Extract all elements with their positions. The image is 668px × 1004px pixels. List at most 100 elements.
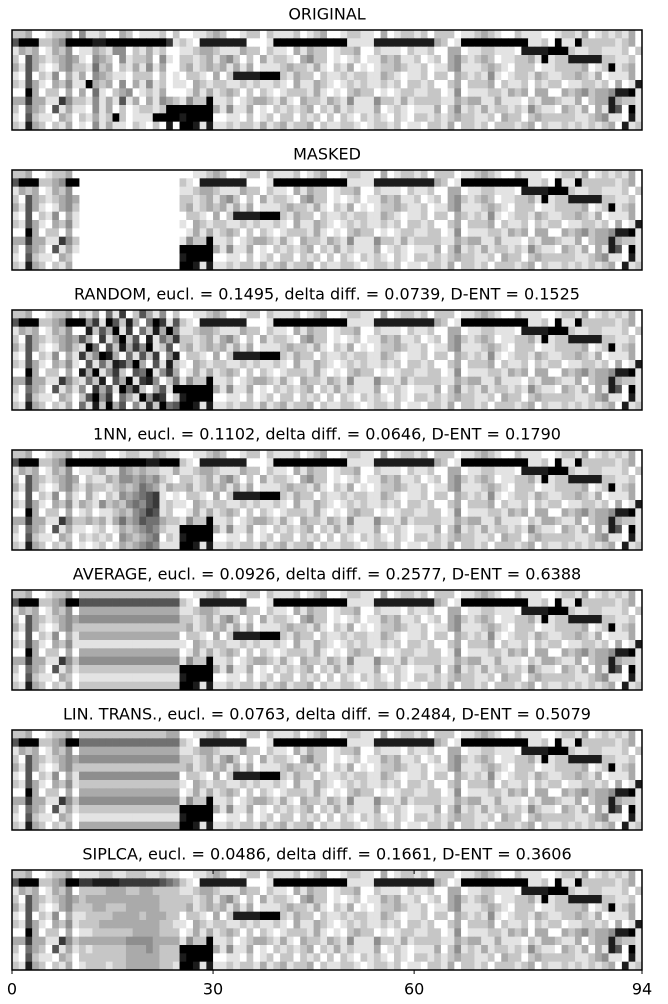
- cell: [374, 377, 381, 386]
- cell: [139, 542, 146, 551]
- cell: [233, 368, 240, 377]
- cell: [582, 203, 589, 212]
- cell: [602, 483, 609, 492]
- cell: [126, 640, 133, 649]
- cell: [515, 335, 522, 344]
- cell: [293, 212, 300, 221]
- cell: [595, 310, 602, 319]
- cell: [146, 450, 153, 459]
- cell: [25, 63, 32, 72]
- cell: [293, 105, 300, 114]
- cell: [407, 170, 414, 179]
- cell: [25, 402, 32, 411]
- cell: [340, 113, 347, 122]
- cell: [113, 368, 120, 377]
- cell: [320, 253, 327, 262]
- cell: [113, 623, 120, 632]
- cell: [86, 327, 93, 336]
- cell: [407, 327, 414, 336]
- cell: [448, 318, 455, 327]
- cell: [307, 170, 314, 179]
- cell: [307, 517, 314, 526]
- cell: [113, 122, 120, 131]
- cell: [99, 30, 106, 39]
- cell: [361, 402, 368, 411]
- cell: [474, 88, 481, 97]
- cell: [528, 402, 535, 411]
- cell: [481, 55, 488, 64]
- cell: [508, 237, 515, 246]
- cell: [541, 187, 548, 196]
- cell: [334, 170, 341, 179]
- cell: [608, 228, 615, 237]
- cell: [133, 343, 140, 352]
- cell: [495, 360, 502, 369]
- cell: [119, 368, 126, 377]
- cell: [401, 318, 408, 327]
- cell: [59, 72, 66, 81]
- cell: [113, 72, 120, 81]
- cell: [206, 623, 213, 632]
- cell: [548, 178, 555, 187]
- cell: [481, 195, 488, 204]
- cell: [314, 113, 321, 122]
- cell: [340, 30, 347, 39]
- cell: [307, 113, 314, 122]
- cell: [528, 492, 535, 501]
- cell: [387, 500, 394, 509]
- cell: [52, 310, 59, 319]
- cell: [320, 195, 327, 204]
- cell: [307, 327, 314, 336]
- cell: [327, 47, 334, 56]
- cell: [588, 352, 595, 361]
- cell: [622, 475, 629, 484]
- cell: [59, 245, 66, 254]
- cell: [562, 63, 569, 72]
- cell: [421, 80, 428, 89]
- cell: [99, 80, 106, 89]
- cell: [374, 97, 381, 106]
- cell: [588, 327, 595, 336]
- cell: [548, 458, 555, 467]
- cell: [300, 640, 307, 649]
- cell: [588, 170, 595, 179]
- cell: [354, 458, 361, 467]
- cell: [448, 97, 455, 106]
- cell: [481, 590, 488, 599]
- cell: [340, 47, 347, 56]
- cell: [260, 500, 267, 509]
- cell: [468, 640, 475, 649]
- cell: [59, 623, 66, 632]
- cell: [240, 310, 247, 319]
- cell: [293, 122, 300, 131]
- cell: [595, 195, 602, 204]
- cell: [32, 228, 39, 237]
- cell: [340, 63, 347, 72]
- cell: [226, 517, 233, 526]
- cell: [461, 508, 468, 517]
- cell: [206, 63, 213, 72]
- cell: [119, 525, 126, 534]
- cell: [46, 318, 53, 327]
- cell: [562, 80, 569, 89]
- cell: [52, 195, 59, 204]
- cell: [119, 402, 126, 411]
- cell: [448, 195, 455, 204]
- cell: [488, 368, 495, 377]
- cell: [629, 47, 636, 56]
- cell: [428, 525, 435, 534]
- cell: [347, 38, 354, 47]
- cell: [307, 483, 314, 492]
- cell: [113, 492, 120, 501]
- cell: [253, 195, 260, 204]
- cell: [327, 483, 334, 492]
- cell: [253, 632, 260, 641]
- cell: [361, 253, 368, 262]
- cell: [180, 237, 187, 246]
- cell: [528, 517, 535, 526]
- cell: [186, 615, 193, 624]
- cell: [213, 458, 220, 467]
- cell: [19, 458, 26, 467]
- cell: [548, 237, 555, 246]
- cell: [474, 97, 481, 106]
